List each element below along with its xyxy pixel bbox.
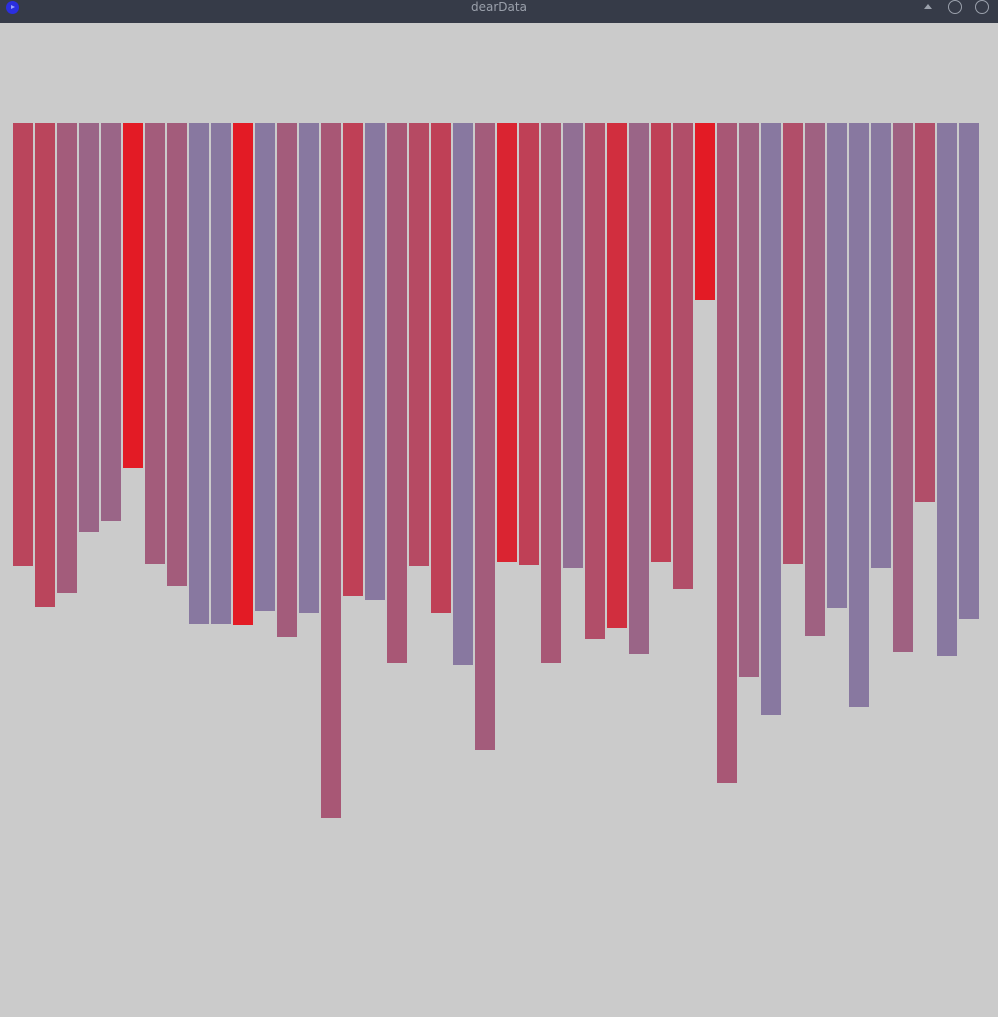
- bar-12: [255, 123, 275, 611]
- bar-6: [123, 123, 143, 468]
- bar-24: [519, 123, 539, 565]
- bar-31: [673, 123, 693, 589]
- bar-23: [497, 123, 517, 562]
- bar-chart: [13, 123, 979, 818]
- bar-38: [827, 123, 847, 608]
- bar-9: [189, 123, 209, 624]
- bar-1: [13, 123, 33, 566]
- bar-22: [475, 123, 495, 750]
- bar-26: [563, 123, 583, 568]
- bar-32: [695, 123, 715, 300]
- app-icon[interactable]: [6, 1, 19, 14]
- bar-34: [739, 123, 759, 677]
- bar-35: [761, 123, 781, 715]
- bar-30: [651, 123, 671, 562]
- bar-13: [277, 123, 297, 637]
- bar-43: [937, 123, 957, 656]
- close-button[interactable]: [975, 0, 989, 14]
- bar-33: [717, 123, 737, 783]
- bar-44: [959, 123, 979, 619]
- bar-16: [343, 123, 363, 596]
- bar-3: [57, 123, 77, 593]
- sketch-canvas: [0, 23, 998, 1017]
- bar-2: [35, 123, 55, 607]
- bar-18: [387, 123, 407, 663]
- title-bar: dearData: [0, 0, 998, 23]
- bar-8: [167, 123, 187, 586]
- bar-29: [629, 123, 649, 654]
- bar-41: [893, 123, 913, 652]
- bar-5: [101, 123, 121, 521]
- bar-36: [783, 123, 803, 564]
- window-title: dearData: [471, 0, 527, 14]
- bar-37: [805, 123, 825, 636]
- bar-15: [321, 123, 341, 818]
- bar-21: [453, 123, 473, 665]
- bar-11: [233, 123, 253, 625]
- bar-7: [145, 123, 165, 564]
- bar-27: [585, 123, 605, 639]
- bar-14: [299, 123, 319, 613]
- bar-19: [409, 123, 429, 566]
- chevron-up-icon[interactable]: [921, 2, 935, 12]
- bar-42: [915, 123, 935, 502]
- bar-17: [365, 123, 385, 600]
- bar-39: [849, 123, 869, 707]
- bar-25: [541, 123, 561, 663]
- bar-10: [211, 123, 231, 624]
- bar-28: [607, 123, 627, 628]
- minimize-button[interactable]: [948, 0, 962, 14]
- bar-20: [431, 123, 451, 613]
- bar-40: [871, 123, 891, 568]
- bar-4: [79, 123, 99, 532]
